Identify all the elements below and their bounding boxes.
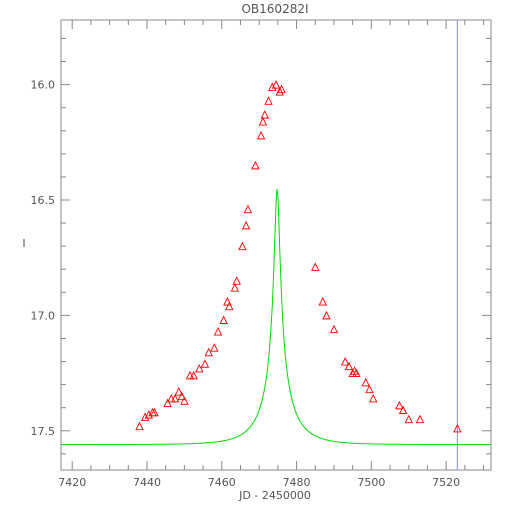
- data-point: [150, 407, 159, 417]
- plot-frame: [60, 19, 492, 471]
- y-tick-label: 17.0: [31, 309, 56, 322]
- data-point: [144, 410, 154, 419]
- data-point: [361, 377, 370, 387]
- data-point: [230, 283, 240, 292]
- data-point: [241, 220, 251, 230]
- y-tick-label: 16.0: [31, 79, 56, 92]
- data-point: [135, 421, 144, 431]
- data-point: [210, 343, 219, 352]
- data-point: [264, 96, 273, 105]
- data-point: [170, 393, 180, 403]
- data-point: [268, 82, 277, 91]
- data-point: [180, 396, 189, 405]
- data-point: [329, 324, 339, 334]
- y-axis: 16.0 16.5 17.0 17.5: [31, 37, 491, 455]
- x-tick-label: 7500: [357, 476, 385, 489]
- data-point: [256, 130, 266, 140]
- x-tick-label: 7460: [208, 476, 236, 489]
- data-point: [368, 393, 378, 403]
- data-point: [352, 368, 361, 378]
- data-point: [213, 327, 223, 336]
- data-point: [275, 87, 284, 96]
- x-axis-title: JD - 2450000: [238, 489, 311, 502]
- data-point: [258, 117, 268, 126]
- data-point: [311, 262, 320, 271]
- data-point: [344, 361, 354, 371]
- data-point: [260, 110, 270, 119]
- data-point: [251, 160, 260, 170]
- data-point: [163, 398, 172, 408]
- data-point: [200, 359, 210, 368]
- data-point: [219, 315, 228, 324]
- data-point: [322, 310, 331, 320]
- x-tick-label: 7480: [283, 476, 311, 489]
- data-point: [223, 297, 232, 306]
- data-point: [243, 204, 253, 214]
- x-tick-label: 7420: [58, 476, 86, 489]
- data-point: [365, 384, 374, 394]
- y-tick-label: 17.5: [31, 425, 56, 438]
- data-point: [277, 84, 286, 94]
- data-point: [174, 387, 184, 396]
- chart-title: OB160282I: [241, 2, 308, 16]
- data-point: [415, 414, 425, 424]
- data-point: [189, 370, 198, 380]
- data-point: [140, 412, 150, 421]
- y-axis-title: I: [22, 237, 25, 250]
- data-point: [395, 400, 404, 410]
- data-point: [340, 357, 350, 366]
- x-tick-label: 7520: [432, 476, 460, 489]
- data-point: [195, 363, 204, 373]
- data-point: [318, 297, 327, 306]
- data-point: [238, 241, 247, 251]
- data-point: [271, 80, 281, 89]
- data-point: [204, 347, 213, 357]
- data-point: [225, 301, 234, 311]
- x-tick-label: 7440: [133, 476, 161, 489]
- data-point: [453, 423, 462, 433]
- data-point: [232, 276, 241, 285]
- data-points: [135, 80, 462, 433]
- x-axis: 7420 7440 7460 7480 7500 7520: [58, 20, 485, 489]
- data-point: [404, 414, 413, 424]
- data-point: [398, 405, 408, 414]
- model-curve: [61, 189, 491, 446]
- data-point: [177, 391, 187, 401]
- y-tick-label: 16.5: [31, 194, 56, 207]
